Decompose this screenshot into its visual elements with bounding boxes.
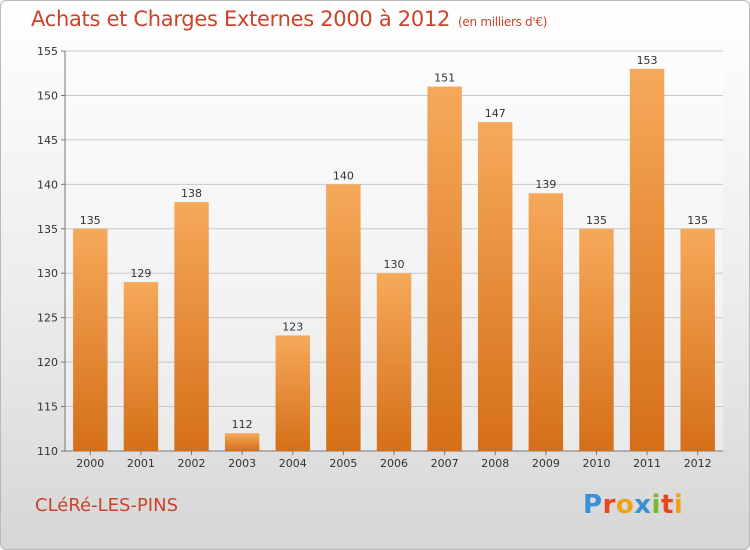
bar xyxy=(528,193,564,451)
y-tick-label: 120 xyxy=(37,356,58,369)
bar xyxy=(224,433,260,451)
y-tick-label: 135 xyxy=(37,223,58,236)
data-label: 151 xyxy=(434,72,455,85)
y-tick-label: 150 xyxy=(37,89,58,102)
y-tick-label: 155 xyxy=(37,45,58,58)
x-tick-label: 2001 xyxy=(127,457,155,470)
y-tick-label: 125 xyxy=(37,312,58,325)
logo-letter: i xyxy=(673,490,684,520)
data-label: 135 xyxy=(687,214,708,227)
x-tick-label: 2000 xyxy=(76,457,104,470)
y-tick-label: 130 xyxy=(37,267,58,280)
data-label: 140 xyxy=(333,169,354,182)
data-label: 153 xyxy=(637,54,658,67)
x-tick-label: 2008 xyxy=(481,457,509,470)
bar xyxy=(174,202,209,451)
y-tick-label: 145 xyxy=(37,134,58,147)
x-tick-label: 2007 xyxy=(431,457,459,470)
x-tick-label: 2003 xyxy=(228,457,256,470)
y-tick-label: 140 xyxy=(37,178,58,191)
logo-letter: r xyxy=(602,490,616,520)
logo-letter: t xyxy=(660,490,674,520)
bar xyxy=(376,273,412,451)
y-tick-label: 110 xyxy=(37,445,58,458)
bar xyxy=(275,335,310,451)
logo-letter: x xyxy=(634,490,652,520)
logo-letter: o xyxy=(615,490,635,520)
bar xyxy=(629,68,665,452)
chart-title: Achats et Charges Externes 2000 à 2012 (e… xyxy=(31,7,547,31)
data-label: 147 xyxy=(485,107,506,120)
x-tick-label: 2002 xyxy=(178,457,206,470)
data-label: 139 xyxy=(535,178,556,191)
bar xyxy=(579,228,614,451)
logo-letter: i xyxy=(651,490,661,520)
y-tick-label: 115 xyxy=(37,401,58,414)
x-tick-label: 2006 xyxy=(380,457,408,470)
chart-subtitle: (en milliers d'€) xyxy=(458,15,548,29)
data-label: 129 xyxy=(130,267,151,280)
bar xyxy=(680,228,715,451)
commune-name: CLéRé-LES-PINS xyxy=(35,495,178,516)
bar xyxy=(427,86,462,452)
data-label: 123 xyxy=(282,320,303,333)
bar xyxy=(123,282,159,451)
bar xyxy=(326,184,361,452)
x-tick-label: 2010 xyxy=(582,457,610,470)
data-label: 135 xyxy=(80,214,101,227)
data-label: 112 xyxy=(232,418,253,431)
bar xyxy=(478,122,513,451)
x-tick-label: 2004 xyxy=(279,457,307,470)
x-tick-label: 2005 xyxy=(329,457,357,470)
data-label: 138 xyxy=(181,187,202,200)
data-label: 130 xyxy=(384,258,405,271)
x-tick-label: 2012 xyxy=(684,457,712,470)
chart-title-text: Achats et Charges Externes 2000 à 2012 xyxy=(31,7,451,31)
logo-letter: P xyxy=(583,490,603,520)
proxiti-logo: Proxiti xyxy=(583,490,683,520)
x-tick-label: 2011 xyxy=(633,457,661,470)
bar xyxy=(73,228,108,451)
x-tick-label: 2009 xyxy=(532,457,560,470)
data-label: 135 xyxy=(586,214,607,227)
